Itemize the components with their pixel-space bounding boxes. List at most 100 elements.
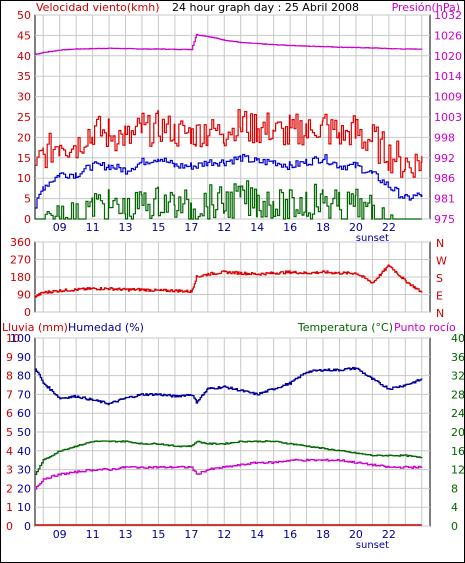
humidity-tick-label: 60	[17, 407, 31, 420]
pressure-tick-label: 1026	[434, 29, 462, 42]
panel1-hour-label: 18	[316, 221, 330, 234]
wind-tick-label: 5	[24, 193, 31, 206]
wind-speed-series-line	[35, 153, 423, 209]
temperature-tick-label: 12	[451, 464, 465, 477]
wind-tick-label: 50	[17, 9, 31, 22]
humidity-tick-label: 40	[17, 445, 31, 458]
panel1-sunset-label: sunset	[356, 233, 389, 244]
pressure-tick-label: 992	[434, 152, 455, 165]
compass-letter: S	[436, 272, 443, 285]
direction-tick-label: 360	[10, 236, 31, 249]
rain-tick-label: 4	[6, 445, 13, 458]
temperature-tick-label: 32	[451, 370, 465, 383]
panel1-hour-label: 15	[151, 221, 165, 234]
compass-letter: W	[436, 255, 447, 268]
wind-tick-label: 35	[17, 70, 31, 83]
wind-low-series-line	[35, 180, 422, 220]
humidity-tick-label: 70	[17, 388, 31, 401]
panel3-hour-label: 09	[53, 528, 67, 541]
temperature-tick-label: 16	[451, 445, 465, 458]
rain-tick-label: 7	[6, 388, 13, 401]
temperature-tick-label: 0	[451, 520, 458, 533]
compass-letter: N	[436, 307, 444, 320]
compass-letter: N	[436, 237, 444, 250]
panel3-hour-label: 17	[184, 528, 198, 541]
panel1-hour-label: 14	[250, 221, 264, 234]
humidity-tick-label: 100	[10, 332, 31, 345]
direction-tick-label: 180	[10, 271, 31, 284]
panel1-hour-label: 22	[382, 221, 396, 234]
wind-direction-series-line	[35, 264, 423, 298]
direction-tick-label: 270	[10, 254, 31, 267]
temperature-tick-label: 4	[451, 501, 458, 514]
humidity-tick-label: 0	[24, 520, 31, 533]
rain-tick-label: 0	[6, 520, 13, 533]
humidity-tick-label: 80	[17, 370, 31, 383]
direction-tick-label: 90	[17, 289, 31, 302]
wind-gust-series-line	[35, 109, 423, 178]
temperature-label: Temperatura (°C)	[297, 321, 393, 334]
wind-tick-label: 15	[17, 152, 31, 165]
wind-tick-label: 30	[17, 91, 31, 104]
temperature-series-line	[35, 440, 423, 476]
wind-tick-label: 10	[17, 172, 31, 185]
panel3-hour-label: 18	[316, 528, 330, 541]
rain-tick-label: 10	[6, 332, 20, 345]
humidity-tick-label: 10	[17, 501, 31, 514]
wind-speed-label: Velocidad viento(kmh)	[36, 1, 160, 14]
panel3-hour-label: 20	[349, 528, 363, 541]
humidity-tick-label: 50	[17, 426, 31, 439]
rain-tick-label: 6	[6, 407, 13, 420]
wind-tick-label: 25	[17, 111, 31, 124]
panel3-hour-label: 22	[382, 528, 396, 541]
pressure-tick-label: 981	[434, 193, 455, 206]
humidity-tick-label: 30	[17, 464, 31, 477]
pressure-tick-label: 1003	[434, 111, 462, 124]
dewpoint-series-line	[35, 458, 423, 490]
rain-tick-label: 1	[6, 501, 13, 514]
panel1-hour-label: 13	[119, 221, 133, 234]
rain-label: Lluvia (mm)	[2, 321, 68, 334]
pressure-tick-label: 986	[434, 172, 455, 185]
rain-tick-label: 3	[6, 464, 13, 477]
humidity-series-line	[35, 366, 423, 406]
pressure-tick-label: 998	[434, 131, 455, 144]
pressure-label: Presión(hPa)	[392, 1, 460, 14]
panel1-hour-label: 16	[283, 221, 297, 234]
temperature-tick-label: 36	[451, 351, 465, 364]
panel1-hour-label: 12	[217, 221, 231, 234]
pressure-tick-label: 1014	[434, 70, 462, 83]
wind-tick-label: 20	[17, 131, 31, 144]
panel3-sunset-label: sunset	[356, 540, 389, 551]
direction-tick-label: 0	[24, 306, 31, 319]
rain-tick-label: 9	[6, 351, 13, 364]
pressure-tick-label: 1009	[434, 91, 462, 104]
compass-letter: E	[436, 290, 443, 303]
rain-tick-label: 8	[6, 370, 13, 383]
panel3-hour-label: 16	[283, 528, 297, 541]
humidity-tick-label: 90	[17, 351, 31, 364]
panel1-hour-label: 20	[349, 221, 363, 234]
wind-tick-label: 40	[17, 50, 31, 63]
humidity-tick-label: 20	[17, 482, 31, 495]
chart-title: 24 hour graph day : 25 Abril 2008	[172, 1, 359, 14]
wind-tick-label: 45	[17, 29, 31, 42]
temperature-tick-label: 8	[451, 482, 458, 495]
wind-tick-label: 0	[24, 213, 31, 226]
pressure-series-line	[35, 33, 423, 55]
panel3-hour-label: 13	[119, 528, 133, 541]
rain-tick-label: 5	[6, 426, 13, 439]
panel3-hour-label: 11	[86, 528, 100, 541]
series-layer	[35, 33, 423, 526]
humidity-label: Humedad (%)	[68, 321, 144, 334]
panel3-hour-label: 14	[250, 528, 264, 541]
dewpoint-label: Punto rocío	[394, 321, 456, 334]
rain-tick-label: 2	[6, 482, 13, 495]
panel3-hour-label: 15	[151, 528, 165, 541]
temperature-tick-label: 20	[451, 426, 465, 439]
pressure-tick-label: 1032	[434, 9, 462, 22]
